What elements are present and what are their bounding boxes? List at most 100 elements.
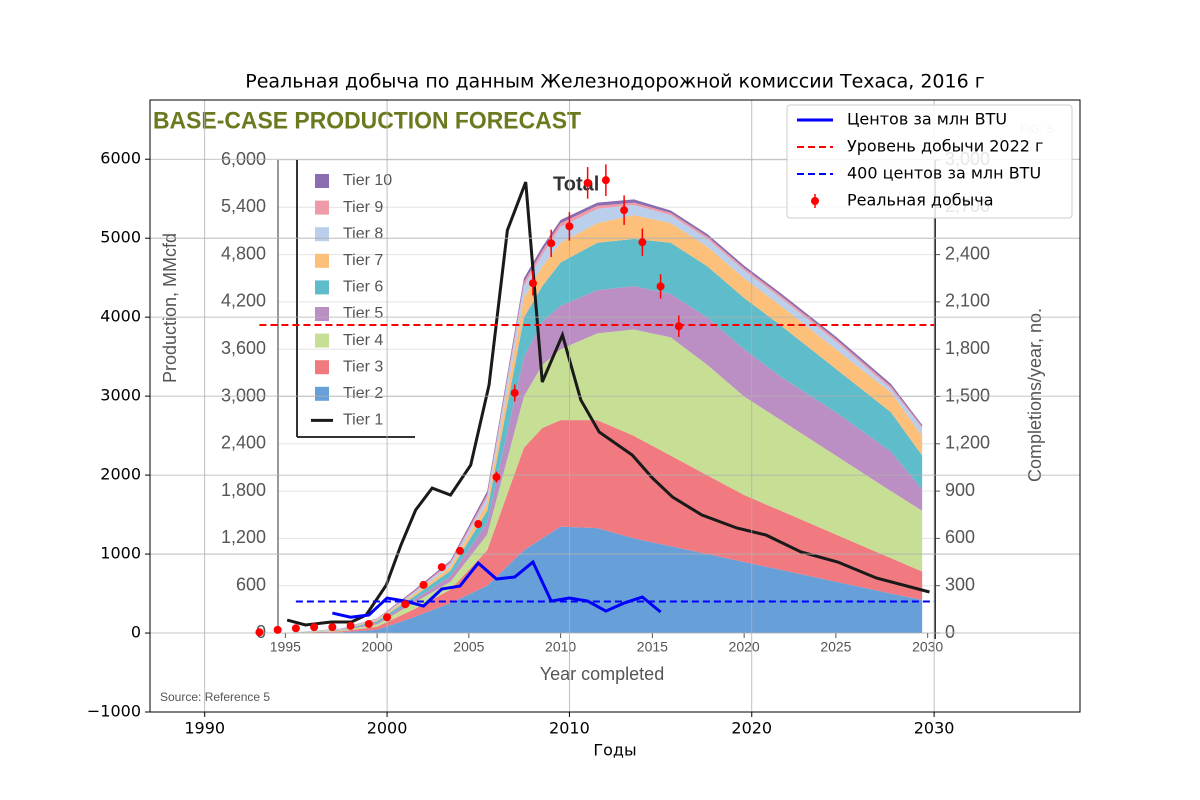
legend-label: 400 центов за млн BTU: [847, 164, 1041, 183]
data-point: [674, 322, 683, 331]
area-band: [285, 526, 923, 633]
inner-legend-label: Tier 2: [343, 385, 383, 402]
overlay-chart: 1990 2000 2010 2020 2030 −1000 0 1000 2000 3000 40…: [87, 71, 1081, 760]
inner-y2-tick-label: 1,500: [945, 385, 990, 405]
inner-y-tick-label: 3,600: [221, 338, 266, 358]
x-tick-label: 2010: [549, 719, 590, 738]
data-point: [255, 628, 264, 637]
inner-source: Source: Reference 5: [160, 690, 270, 704]
inner-x-tick-label: 2025: [820, 639, 851, 655]
data-point: [565, 222, 574, 231]
inner-legend-label: Tier 8: [343, 225, 383, 242]
data-point: [310, 623, 319, 632]
data-point: [474, 520, 483, 529]
area-band: [285, 329, 923, 633]
inner-y-tick-label: 5,400: [221, 196, 266, 216]
inner-legend-label: Tier 1: [343, 412, 383, 429]
y-tick-label: 1000: [100, 544, 141, 563]
x-tick-label: 2030: [914, 719, 955, 738]
inner-y2-tick-label: 600: [945, 527, 975, 547]
inner-legend-swatch: [315, 174, 329, 188]
data-point: [437, 563, 446, 572]
inner-legend-label: Tier 10: [343, 172, 392, 189]
data-point: [492, 473, 501, 482]
legend-box: [786, 104, 1073, 219]
inner-y-tick-label: 600: [236, 574, 266, 594]
inner-y-label: Production, MMcfd: [160, 233, 180, 383]
legend-point: [811, 197, 819, 205]
inner-x-tick-label: 2010: [545, 639, 576, 655]
inner-legend-label: Tier 6: [343, 279, 383, 296]
inner-y-tick-label: 3,000: [221, 385, 266, 405]
x-tick-label: 1990: [184, 719, 225, 738]
inner-y-tick-label: 4,800: [221, 243, 266, 263]
inner-x-tick-label: 2020: [729, 639, 760, 655]
legend-label: Уровень добычи 2022 г: [847, 137, 1043, 156]
data-point: [346, 621, 355, 630]
inner-y-tick-label: 2,400: [221, 433, 266, 453]
y-tick-label: 3000: [100, 386, 141, 405]
data-point: [383, 613, 392, 622]
inner-y2-tick-label: 300: [945, 574, 975, 594]
inner-y2-tick-label: 1,800: [945, 338, 990, 358]
inner-legend-swatch: [315, 200, 329, 215]
inner-y-tick-label: 1,800: [221, 480, 266, 500]
inner-y-tick-label: 1,200: [221, 527, 266, 547]
data-point: [656, 282, 665, 291]
data-point: [456, 546, 464, 555]
inner-legend-swatch: [315, 307, 329, 321]
inner-legend-swatch: [315, 253, 329, 268]
inner-annotation: Total: [553, 173, 599, 195]
data-point: [273, 625, 282, 634]
y-tick-label: 2000: [100, 465, 141, 484]
y-tick-label: −1000: [87, 702, 141, 721]
inner-x-tick-label: 1995: [270, 639, 301, 655]
area-band: [285, 420, 923, 633]
inner-legend-label: Tier 4: [343, 332, 383, 349]
inner-legend-label: Tier 3: [343, 358, 383, 375]
area-band: [285, 238, 923, 634]
inner-x-tick-label: 2030: [912, 639, 943, 655]
data-point: [620, 206, 629, 215]
data-point: [583, 178, 592, 187]
inner-legend-swatch: [315, 386, 329, 401]
data-point: [547, 239, 556, 248]
inner-title: BASE-CASE PRODUCTION FORECAST: [153, 107, 581, 134]
data-point: [419, 580, 428, 589]
inner-x-tick-label: 2005: [453, 639, 484, 655]
inner-legend-label: Tier 5: [343, 305, 383, 322]
data-point: [291, 624, 300, 633]
y-tick-label: 4000: [100, 307, 141, 326]
area-band: [285, 286, 923, 633]
inner-legend-swatch: [315, 360, 329, 375]
plot-frame: [149, 99, 1081, 713]
legend-label: Реальная добыча: [847, 191, 994, 210]
inner-legend-swatch: [315, 333, 329, 348]
inner-x-tick-label: 2000: [362, 639, 393, 655]
x-axis-label: Годы: [593, 741, 636, 760]
data-point: [510, 388, 519, 397]
x-tick-label: 2000: [367, 719, 408, 738]
y-tick-label: 6000: [100, 149, 141, 168]
inner-x-tick-label: 2015: [637, 639, 668, 655]
data-point: [328, 623, 337, 632]
inner-y2-tick-label: 0: [945, 622, 955, 642]
x-tick-label: 2020: [731, 719, 772, 738]
legend-label: Центов за млн BTU: [847, 110, 1007, 129]
inner-y2-tick-label: 2,100: [945, 291, 990, 311]
data-point: [528, 279, 537, 288]
inner-legend-label: Tier 9: [343, 199, 383, 216]
data-point: [601, 176, 610, 185]
inner-legend-swatch: [315, 227, 329, 242]
inner-y2-tick-label: 2,400: [945, 243, 990, 263]
data-point: [638, 238, 647, 247]
data-point: [401, 600, 410, 609]
inner-y-tick-label: 4,200: [221, 291, 266, 311]
inner-y2-label: Completions/year, no.: [1025, 308, 1045, 482]
inner-legend-label: Tier 7: [343, 252, 383, 269]
inner-y-tick-label: 6,000: [221, 149, 266, 169]
y-tick-label: 5000: [100, 228, 141, 247]
inner-x-label: Year completed: [540, 664, 664, 684]
chart-title: Реальная добыча по данным Железнодорожно…: [245, 71, 984, 93]
